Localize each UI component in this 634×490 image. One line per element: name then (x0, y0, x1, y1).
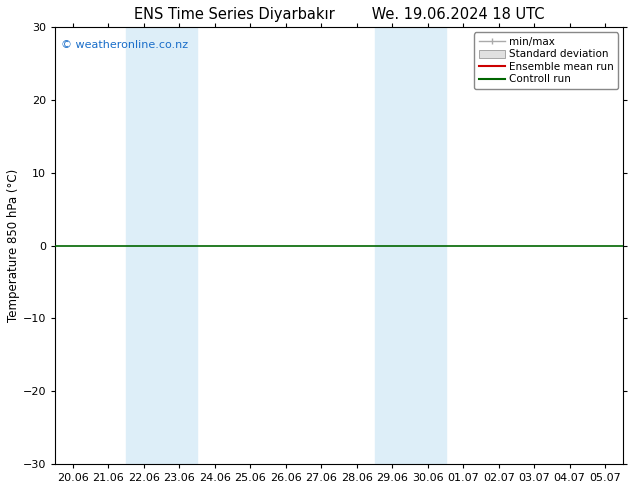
Y-axis label: Temperature 850 hPa (°C): Temperature 850 hPa (°C) (7, 169, 20, 322)
Text: © weatheronline.co.nz: © weatheronline.co.nz (61, 40, 188, 50)
Legend: min/max, Standard deviation, Ensemble mean run, Controll run: min/max, Standard deviation, Ensemble me… (474, 32, 618, 89)
Bar (375, 27, 446, 464)
Title: ENS Time Series Diyarbakır        We. 19.06.2024 18 UTC: ENS Time Series Diyarbakır We. 19.06.202… (134, 7, 545, 22)
Bar (126, 27, 197, 464)
